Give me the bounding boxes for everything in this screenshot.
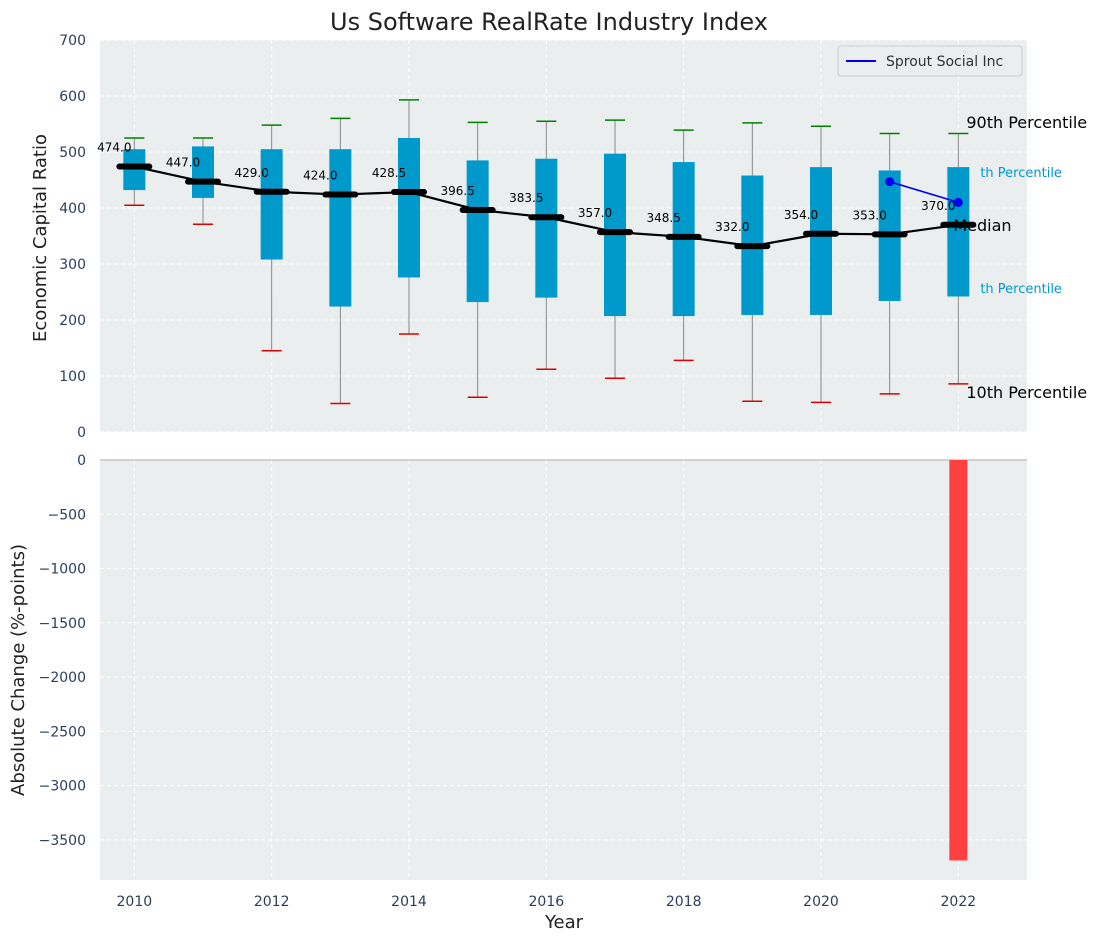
company-point-2022 bbox=[953, 197, 963, 207]
bottom-y-tick-label: −3500 bbox=[39, 833, 86, 849]
labels: 90th Percentile th Percentile Median th Per… bbox=[953, 113, 1087, 402]
iqr-box-2016 bbox=[535, 158, 558, 298]
top-y-tick-label: 600 bbox=[59, 89, 86, 105]
median-data-label-2010: 474.0 bbox=[97, 141, 131, 155]
median-data-label-2017: 357.0 bbox=[578, 206, 612, 220]
iqr-box-2015 bbox=[466, 160, 489, 303]
company-line bbox=[889, 180, 959, 204]
x-axis-label: Year bbox=[544, 912, 584, 933]
axis-ticks: 0 100 200 300 400 500 600 700 0 −500 −1000 −1500 −20… bbox=[39, 33, 977, 910]
iqr-box-2020 bbox=[810, 167, 832, 315]
median-data-label-2011: 447.0 bbox=[166, 156, 200, 170]
median-data-label-2022: 370.0 bbox=[921, 199, 955, 213]
x-tick-label: 2020 bbox=[803, 894, 839, 910]
annotation-25th-percentile: th Percentile bbox=[980, 282, 1062, 297]
bottom-y-tick-label: −1500 bbox=[39, 616, 86, 632]
bar-series bbox=[949, 460, 968, 861]
top-y-tick-label: 700 bbox=[59, 33, 86, 49]
top-y-axis-label: Economic Capital Ratio bbox=[30, 134, 51, 342]
bottom-plot-area bbox=[100, 460, 1027, 880]
median-data-label-2012: 429.0 bbox=[234, 166, 268, 180]
bottom-y-tick-label: −3000 bbox=[39, 779, 86, 795]
iqr-box-2011 bbox=[192, 146, 214, 198]
bottom-y-axis-label: Absolute Change (%-points) bbox=[8, 544, 29, 796]
median-data-label-2020: 354.0 bbox=[784, 208, 818, 222]
iqr-box-2022 bbox=[947, 167, 970, 297]
bottom-y-tick-label: 0 bbox=[77, 453, 86, 469]
bottom-plot-background bbox=[100, 460, 1027, 880]
median-data-label-2019: 332.0 bbox=[715, 220, 749, 234]
iqr-box-2014 bbox=[398, 138, 420, 278]
median-data-label-2021: 353.0 bbox=[852, 208, 886, 222]
company-point-2021 bbox=[885, 177, 895, 187]
annotation-90th-percentile: 90th Percentile bbox=[966, 113, 1087, 132]
median-data-label-2013: 424.0 bbox=[303, 169, 337, 183]
x-tick-label: 2018 bbox=[666, 894, 702, 910]
iqr-box-2013 bbox=[329, 149, 352, 307]
x-tick-label: 2012 bbox=[254, 894, 290, 910]
annotation-75th-percentile: th Percentile bbox=[980, 166, 1062, 181]
legend: Sprout Social Inc bbox=[837, 45, 1023, 77]
bottom-y-tick-label: −500 bbox=[48, 507, 86, 523]
annotation-10th-percentile: 10th Percentile bbox=[966, 383, 1087, 402]
bottom-y-tick-label: −1000 bbox=[39, 562, 86, 578]
median-line: 474.0 447.0 429.0 424.0 428.5 396.5 383.5 357.0… bbox=[97, 141, 977, 250]
chart-title: Us Software RealRate Industry Index bbox=[330, 8, 768, 36]
iqr-box-2012 bbox=[260, 149, 283, 260]
median-data-label-2015: 396.5 bbox=[440, 184, 474, 198]
iqr-box-2010 bbox=[123, 149, 146, 191]
median-data-label-2014: 428.5 bbox=[372, 166, 406, 180]
annotation-median: Median bbox=[953, 216, 1011, 235]
top-y-tick-label: 0 bbox=[77, 425, 86, 441]
legend-entry-sprout-social: Sprout Social Inc bbox=[886, 54, 1003, 70]
top-y-tick-label: 100 bbox=[59, 369, 86, 385]
top-y-tick-label: 300 bbox=[59, 257, 86, 273]
x-tick-label: 2022 bbox=[941, 894, 977, 910]
x-tick-label: 2014 bbox=[391, 894, 427, 910]
top-y-tick-label: 500 bbox=[59, 145, 86, 161]
median-data-label-2018: 348.5 bbox=[646, 211, 680, 225]
bottom-y-tick-label: −2000 bbox=[39, 670, 86, 686]
median-data-label-2016: 383.5 bbox=[509, 191, 543, 205]
x-tick-label: 2016 bbox=[529, 894, 565, 910]
bottom-y-tick-label: −2500 bbox=[39, 724, 86, 740]
top-y-tick-label: 200 bbox=[59, 313, 86, 329]
bar-2022 bbox=[949, 460, 968, 861]
legend-box bbox=[837, 45, 1023, 77]
top-y-tick-label: 400 bbox=[59, 201, 86, 217]
company-series bbox=[885, 177, 963, 207]
x-tick-label: 2010 bbox=[117, 894, 153, 910]
